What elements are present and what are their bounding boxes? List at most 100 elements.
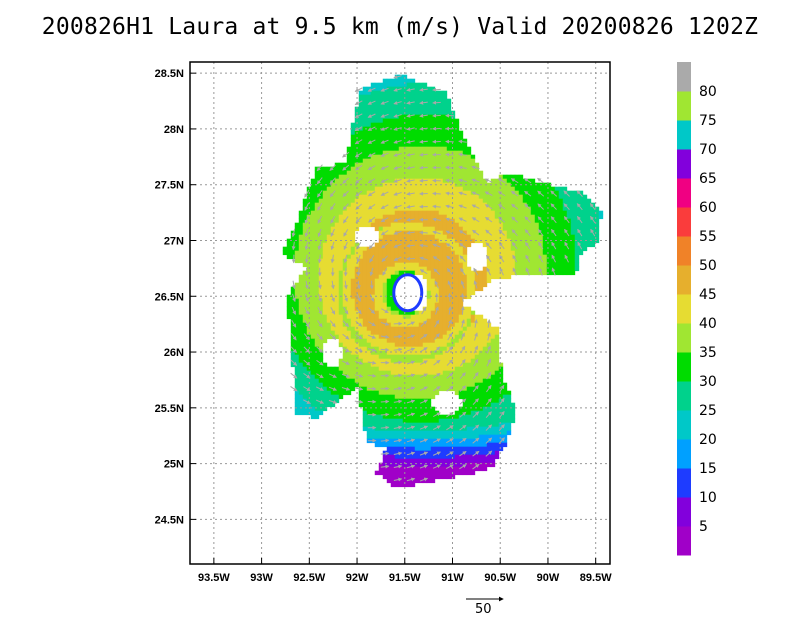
wind-cell [374,398,380,404]
wind-cell [490,330,496,336]
wind-cell [462,322,468,328]
wind-vector [303,346,311,353]
wind-cell [398,214,404,220]
wind-cell [326,170,332,176]
wind-cell [490,242,496,248]
wind-cell [382,406,388,412]
wind-cell [338,198,344,204]
wind-cell [390,210,396,216]
wind-cell [570,214,576,220]
wind-cell [334,322,340,328]
wind-vector [343,307,349,315]
wind-cell [482,434,488,440]
wind-cell [438,338,444,344]
wind-cell [414,370,420,376]
wind-cell [334,190,340,196]
wind-vector [381,308,389,314]
wind-cell [534,194,540,200]
wind-cell [422,466,428,472]
wind-cell [394,398,400,404]
wind-cell [506,258,512,264]
wind-cell [442,250,448,256]
wind-cell [302,386,308,392]
wind-cell [362,258,368,264]
wind-cell [402,334,408,340]
wind-cell [298,290,304,296]
wind-vector [367,113,376,118]
wind-cell [346,202,352,208]
wind-cell [466,342,472,348]
wind-cell [414,86,420,92]
wind-cell [414,162,420,168]
wind-vector [380,113,389,118]
wind-cell [406,454,412,460]
wind-cell [414,466,420,472]
wind-cell [314,206,320,212]
wind-cell [510,246,516,252]
wind-cell [362,406,368,412]
wind-cell [418,106,424,112]
wind-cell [450,234,456,240]
wind-cell [370,150,376,156]
wind-cell [558,222,564,228]
wind-cell [542,266,548,272]
wind-cell [294,226,300,232]
wind-cell [398,454,404,460]
wind-cell [470,282,476,288]
wind-cell [346,234,352,240]
wind-vector [406,178,415,183]
wind-cell [350,286,356,292]
wind-cell [454,306,460,312]
wind-cell [422,114,428,120]
wind-cell [574,234,580,240]
wind-cell [534,270,540,276]
wind-cell [466,366,472,372]
wind-cell [534,254,540,260]
wind-cell [466,374,472,380]
wind-cell [338,274,344,280]
wind-cell [414,222,420,228]
wind-cell [478,462,484,468]
wind-cell [582,238,588,244]
wind-cell [310,322,316,328]
wind-cell [394,414,400,420]
wind-cell [342,210,348,216]
wind-cell [414,426,420,432]
wind-cell [486,274,492,280]
wind-cell [554,258,560,264]
wind-cell [402,454,408,460]
wind-cell [442,370,448,376]
wind-cell [438,374,444,380]
wind-cell [378,178,384,184]
wind-cell [386,266,392,272]
wind-cell [322,246,328,252]
wind-cell [430,390,436,396]
wind-vector [317,215,322,224]
wind-cell [370,350,376,356]
wind-cell [362,218,368,224]
wind-cell [314,282,320,288]
wind-vector [355,320,363,327]
wind-cell [458,422,464,428]
wind-cell [310,210,316,216]
wind-cell [478,346,484,352]
wind-cell [578,210,584,216]
wind-vector [291,228,296,238]
wind-vector [356,280,361,290]
wind-cell [350,386,356,392]
wind-cell [382,246,388,252]
wind-cell [358,206,364,212]
wind-vector [354,373,364,378]
wind-cell [402,78,408,84]
wind-cell [426,330,432,336]
wind-cell [434,446,440,452]
wind-cell [322,406,328,412]
wind-cell [506,214,512,220]
wind-cell [442,346,448,352]
wind-cell [434,242,440,248]
wind-cell [442,238,448,244]
wind-cell [298,374,304,380]
wind-cell [478,418,484,424]
wind-cell [462,446,468,452]
